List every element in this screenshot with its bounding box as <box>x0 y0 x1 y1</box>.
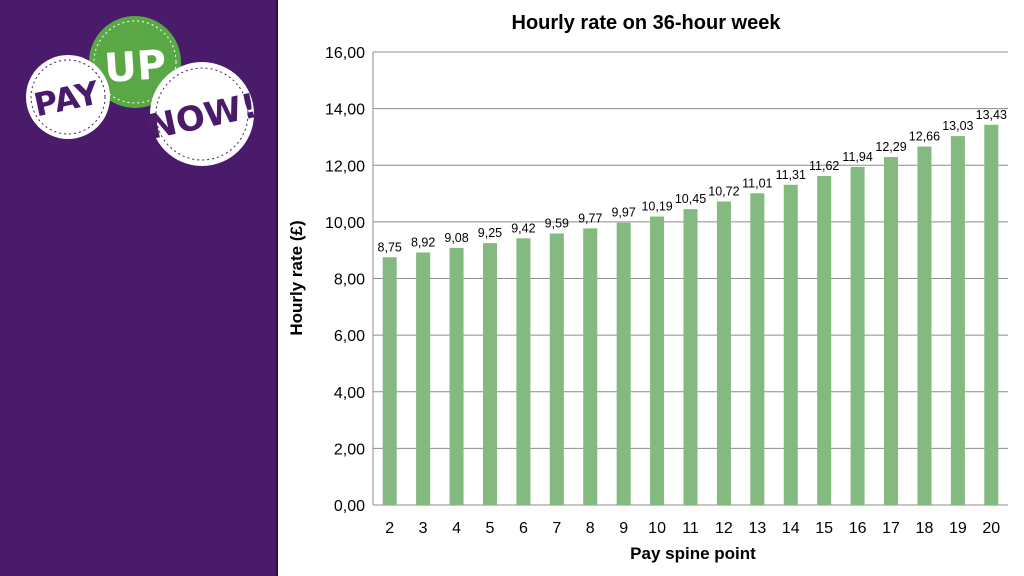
bar <box>583 228 598 505</box>
x-tick-label: 15 <box>815 520 833 537</box>
data-label: 9,77 <box>578 211 602 225</box>
data-label: 11,94 <box>842 150 872 164</box>
data-label: 12,66 <box>909 130 940 144</box>
data-label: 9,42 <box>511 221 535 235</box>
y-axis-label: Hourly rate (£) <box>287 220 306 335</box>
x-tick-label: 17 <box>882 520 900 537</box>
bar <box>917 146 932 505</box>
data-label: 9,08 <box>444 231 468 245</box>
x-tick-label: 4 <box>452 520 461 537</box>
data-label: 8,92 <box>411 235 435 249</box>
x-tick-label: 20 <box>982 520 1000 537</box>
x-tick-label: 13 <box>748 520 766 537</box>
data-label: 10,45 <box>675 192 706 206</box>
y-tick-label: 14,00 <box>325 102 365 119</box>
x-tick-label: 8 <box>586 520 595 537</box>
bar <box>650 216 665 506</box>
logo-word-up: UP <box>103 42 168 92</box>
y-tick-labels: 0,00 2,00 4,00 6,00 8,00 10,00 12,00 14,00 16,00 <box>325 45 365 515</box>
side-divider <box>276 0 278 576</box>
data-label: 11,62 <box>809 159 839 173</box>
x-tick-label: 9 <box>619 520 628 537</box>
x-tick-label: 14 <box>782 520 800 537</box>
data-label: 12,29 <box>875 140 906 154</box>
x-tick-label: 2 <box>385 520 394 537</box>
bar <box>449 247 464 506</box>
logo-badge-now <box>150 62 254 166</box>
data-label: 9,59 <box>545 216 569 230</box>
bar <box>516 238 531 505</box>
data-label: 10,19 <box>641 199 672 213</box>
x-tick-label: 16 <box>849 520 867 537</box>
data-label: 11,31 <box>776 168 806 182</box>
data-label: 8,75 <box>378 240 402 254</box>
data-label: 9,97 <box>611 206 635 220</box>
bar <box>482 243 497 505</box>
bar <box>750 193 765 506</box>
x-tick-labels: 2 3 4 5 6 7 8 9 10 11 12 13 14 15 16 17 18 19 20 <box>385 520 1000 537</box>
bar <box>984 124 999 505</box>
x-tick-label: 3 <box>419 520 428 537</box>
y-tick-label: 0,00 <box>334 498 365 515</box>
data-labels: 8,75 8,92 9,08 9,25 9,42 9,59 9,77 9,97 10,1910,… <box>378 108 1007 255</box>
x-tick-label: 19 <box>949 520 967 537</box>
y-tick-label: 10,00 <box>325 215 365 232</box>
y-tick-label: 6,00 <box>334 328 365 345</box>
y-tick-label: 2,00 <box>334 441 365 458</box>
chart-title: Hourly rate on 36-hour week <box>512 12 782 34</box>
bar <box>850 166 865 506</box>
x-tick-label: 6 <box>519 520 528 537</box>
pay-up-now-logo: UP PAY NOW! <box>26 16 261 166</box>
bar <box>416 252 431 505</box>
bar <box>683 209 698 505</box>
x-tick-label: 18 <box>916 520 934 537</box>
x-axis-label: Pay spine point <box>630 544 756 563</box>
data-label: 13,03 <box>942 119 973 133</box>
x-tick-label: 5 <box>486 520 495 537</box>
x-tick-label: 10 <box>648 520 666 537</box>
y-tick-label: 16,00 <box>325 45 365 62</box>
bar <box>716 201 731 506</box>
logo-badge-up <box>89 16 181 108</box>
y-tick-label: 8,00 <box>334 272 365 289</box>
logo-badge-pay <box>26 55 110 139</box>
bar <box>382 257 397 505</box>
data-label: 10,72 <box>708 184 739 198</box>
x-tick-label: 11 <box>682 520 699 537</box>
bar-chart: Hourly rate on 36-hour week 8,75 8,92 9,08… <box>287 12 1008 563</box>
x-tick-label: 7 <box>552 520 561 537</box>
bar <box>950 136 965 505</box>
data-label: 11,01 <box>742 176 772 190</box>
data-label: 13,43 <box>976 108 1007 122</box>
data-label: 9,25 <box>478 226 502 240</box>
bar <box>884 157 899 505</box>
bar <box>616 222 631 506</box>
x-tick-label: 12 <box>715 520 733 537</box>
bar <box>783 184 798 505</box>
bar <box>817 176 832 506</box>
y-tick-label: 4,00 <box>334 385 365 402</box>
y-tick-label: 12,00 <box>325 158 365 175</box>
bars <box>382 124 999 506</box>
bar <box>549 233 564 505</box>
